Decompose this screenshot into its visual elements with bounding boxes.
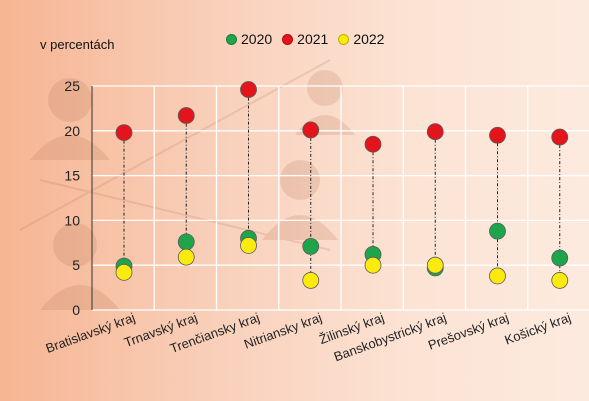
y-axis: 0 5 10 15 20 25 bbox=[64, 78, 93, 318]
data-point-2021 bbox=[364, 135, 382, 153]
data-point-2020 bbox=[302, 237, 320, 255]
background-people-decor bbox=[19, 59, 355, 310]
data-point-2022 bbox=[302, 272, 320, 289]
legend-swatch-2022 bbox=[338, 33, 350, 45]
legend-label-2022: 2022 bbox=[353, 31, 385, 47]
legend-item-2020: 2020 bbox=[226, 31, 272, 47]
data-point-2022 bbox=[551, 272, 569, 289]
data-point-2021 bbox=[551, 128, 569, 146]
y-tick-label: 15 bbox=[64, 168, 80, 184]
data-point-2022 bbox=[426, 256, 444, 274]
legend-item-2021: 2021 bbox=[282, 31, 328, 47]
data-point-2021 bbox=[177, 107, 195, 124]
data-point-2021 bbox=[115, 124, 133, 141]
data-point-2022 bbox=[177, 248, 195, 266]
y-tick-label: 0 bbox=[72, 302, 80, 318]
data-point-2021 bbox=[302, 121, 320, 139]
data-point-2022 bbox=[115, 263, 133, 281]
x-tick-label: Bratislavský kraj bbox=[44, 310, 137, 356]
y-tick-label: 5 bbox=[72, 257, 80, 273]
legend-swatch-2020 bbox=[226, 33, 237, 45]
data-point-2020 bbox=[551, 249, 569, 267]
data-point-2022 bbox=[489, 267, 506, 285]
y-tick-label: 20 bbox=[64, 123, 80, 139]
x-tick-label: Košický kraj bbox=[502, 310, 572, 348]
y-axis-unit-label: v percentách bbox=[40, 37, 115, 52]
legend-label-2021: 2021 bbox=[297, 31, 329, 47]
data-point-2021 bbox=[426, 123, 444, 141]
legend-item-2022: 2022 bbox=[338, 31, 384, 47]
data-point-2020 bbox=[489, 222, 506, 240]
data-point-2021 bbox=[240, 81, 257, 98]
data-point-2020 bbox=[177, 233, 195, 251]
data-points bbox=[115, 81, 569, 289]
legend-swatch-2021 bbox=[282, 33, 294, 45]
data-point-2021 bbox=[489, 126, 506, 144]
y-tick-label: 25 bbox=[64, 78, 80, 94]
grid-lines bbox=[92, 85, 589, 311]
y-tick-label: 10 bbox=[64, 212, 80, 228]
data-point-2022 bbox=[364, 256, 382, 274]
legend-label-2020: 2020 bbox=[241, 31, 273, 47]
data-point-2022 bbox=[240, 237, 257, 254]
legend: 2020 2021 2022 bbox=[226, 31, 394, 47]
